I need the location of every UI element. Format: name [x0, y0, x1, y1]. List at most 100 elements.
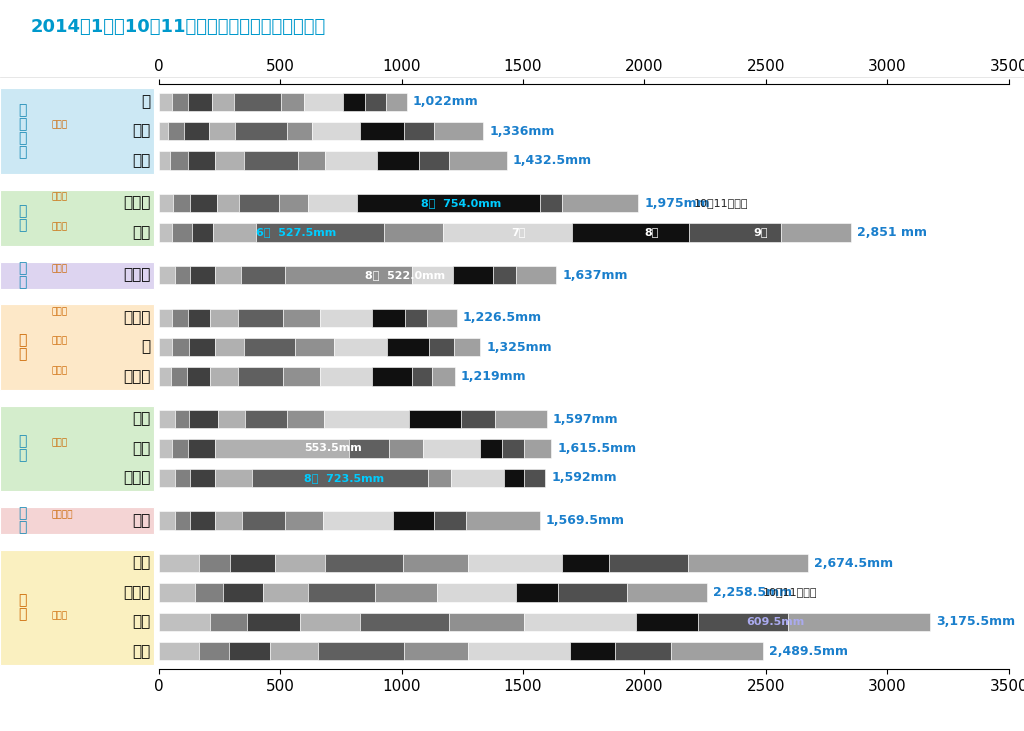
Bar — [159, 266, 174, 284]
Bar — [210, 308, 238, 327]
Text: 1,432.5mm: 1,432.5mm — [513, 154, 592, 167]
Text: 都城: 都城 — [132, 225, 151, 240]
Text: 沖
縄: 沖 縄 — [18, 593, 27, 621]
Bar — [172, 93, 187, 111]
Text: 1,615.5mm: 1,615.5mm — [557, 442, 636, 455]
Bar — [466, 512, 540, 529]
Bar — [159, 410, 174, 428]
Text: 胡屋: 胡屋 — [132, 556, 151, 571]
Bar — [215, 338, 244, 356]
Text: 3,175.5mm: 3,175.5mm — [936, 616, 1015, 629]
Bar — [186, 368, 210, 385]
Bar — [159, 338, 172, 356]
Bar — [245, 410, 288, 428]
Text: 1,592mm: 1,592mm — [551, 471, 617, 485]
Bar — [558, 583, 628, 602]
Bar — [468, 642, 570, 660]
Bar — [244, 338, 295, 356]
Bar — [360, 613, 449, 631]
Bar — [159, 93, 172, 111]
Bar — [217, 194, 239, 212]
Bar — [171, 368, 186, 385]
Bar — [256, 224, 384, 241]
Bar — [628, 583, 708, 602]
Bar — [360, 122, 404, 140]
Bar — [213, 224, 256, 241]
Bar — [443, 224, 572, 241]
Bar — [434, 512, 466, 529]
Bar — [432, 368, 455, 385]
Bar — [325, 554, 402, 572]
Bar — [449, 613, 524, 631]
Text: 2,489.5mm: 2,489.5mm — [769, 645, 848, 658]
Bar — [215, 151, 244, 170]
Text: 三入: 三入 — [132, 153, 151, 168]
Bar — [199, 642, 229, 660]
Bar — [215, 512, 243, 529]
Bar — [173, 194, 190, 212]
Bar — [386, 93, 407, 111]
Bar — [223, 583, 263, 602]
Bar — [540, 194, 561, 212]
Text: 四
国: 四 国 — [18, 261, 27, 289]
Bar — [419, 151, 449, 170]
Text: 伊良湖: 伊良湖 — [123, 310, 151, 325]
Bar — [787, 613, 930, 631]
Bar — [334, 338, 387, 356]
Bar — [304, 93, 343, 111]
Bar — [387, 338, 429, 356]
Text: 福知山: 福知山 — [123, 470, 151, 485]
Bar — [215, 469, 252, 487]
Text: 九
州: 九 州 — [18, 204, 27, 232]
Bar — [671, 642, 763, 660]
Bar — [238, 308, 283, 327]
Bar — [159, 224, 172, 241]
Bar — [402, 554, 468, 572]
Bar — [190, 469, 215, 487]
Text: 東村: 東村 — [132, 644, 151, 659]
Text: 1,226.5mm: 1,226.5mm — [463, 311, 542, 324]
Bar — [159, 554, 199, 572]
Bar — [172, 308, 187, 327]
Bar — [429, 338, 454, 356]
Bar — [324, 410, 409, 428]
Text: 近
畿: 近 畿 — [18, 434, 27, 463]
Bar — [187, 308, 210, 327]
Bar — [159, 642, 199, 660]
Bar — [285, 512, 323, 529]
Bar — [480, 439, 502, 458]
Bar — [524, 439, 551, 458]
Bar — [570, 642, 615, 660]
Bar — [234, 93, 282, 111]
Bar — [218, 410, 245, 428]
Text: 2,258.5mm: 2,258.5mm — [714, 586, 793, 599]
Bar — [495, 410, 547, 428]
Bar — [300, 613, 360, 631]
Text: 愛知県: 愛知県 — [51, 307, 68, 317]
Bar — [159, 613, 210, 631]
Text: 8月  723.5mm: 8月 723.5mm — [304, 473, 385, 483]
Bar — [210, 368, 238, 385]
Bar — [190, 512, 215, 529]
Bar — [159, 469, 174, 487]
Bar — [275, 554, 325, 572]
Text: 広島: 広島 — [132, 124, 151, 139]
Bar — [451, 469, 505, 487]
Text: 長崎県: 長崎県 — [51, 193, 68, 202]
Bar — [321, 368, 373, 385]
Bar — [427, 308, 457, 327]
Bar — [248, 613, 300, 631]
Bar — [210, 613, 248, 631]
Bar — [199, 554, 230, 572]
Text: 三重県: 三重県 — [51, 337, 68, 346]
Bar — [270, 642, 317, 660]
Bar — [282, 93, 304, 111]
Bar — [356, 194, 540, 212]
Text: 609.5mm: 609.5mm — [746, 617, 805, 627]
Bar — [184, 122, 209, 140]
Bar — [688, 554, 808, 572]
Bar — [285, 266, 412, 284]
Bar — [609, 554, 688, 572]
Text: 国頭: 国頭 — [132, 614, 151, 629]
Bar — [308, 194, 356, 212]
